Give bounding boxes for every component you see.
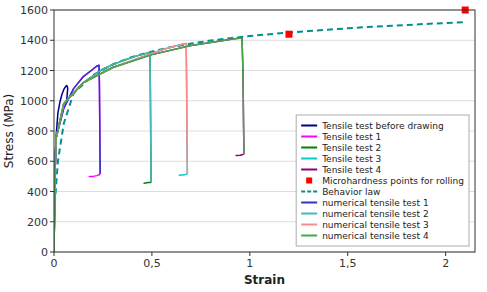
data-line	[54, 86, 68, 252]
tick-label: 600	[27, 155, 48, 168]
tick-label: 1,5	[339, 257, 357, 270]
legend-label: Tensile test before drawing	[321, 121, 443, 131]
data-line	[54, 65, 100, 252]
legend-item: Tensile test 3	[301, 154, 381, 164]
data-line	[54, 65, 100, 252]
tick-mark	[151, 252, 152, 256]
tick-mark	[50, 70, 54, 71]
legend-symbol	[301, 158, 317, 160]
legend-symbol	[301, 235, 317, 237]
data-line	[54, 38, 244, 252]
legend-label: numerical tensile test 1	[322, 198, 428, 208]
tick-mark	[445, 252, 446, 256]
legend-label: Tensile test 2	[321, 143, 381, 153]
legend-symbol	[301, 202, 317, 204]
tick-label: 1	[246, 257, 253, 270]
legend-symbol	[306, 178, 312, 184]
grid-line	[54, 100, 475, 101]
legend-symbol	[301, 147, 317, 149]
legend-symbol	[301, 191, 317, 193]
legend-item: Tensile test 1	[301, 132, 381, 142]
tick-mark	[50, 191, 54, 192]
legend-label: numerical tensile test 3	[322, 220, 428, 230]
plot-frame	[54, 10, 475, 252]
tick-mark	[50, 40, 54, 41]
legend-item: numerical tensile test 3	[301, 220, 428, 230]
data-line	[54, 44, 187, 252]
chart: 0 0,5 1 1,5 2 0 200 400 600 800 1000 1200 1400 1600 St…	[0, 0, 487, 292]
data-line	[54, 53, 151, 252]
tick-label: 1000	[20, 95, 48, 108]
grid-line	[54, 40, 475, 41]
data-line	[54, 38, 244, 252]
tick-mark	[50, 221, 54, 222]
data-point	[285, 31, 292, 38]
tick-label: 1200	[20, 65, 48, 78]
legend-item: Behavior law	[301, 187, 380, 197]
tick-label: 400	[27, 186, 48, 199]
axis-label: Strain	[244, 273, 285, 287]
legend-symbol	[301, 125, 317, 127]
tick-label: 0,5	[143, 257, 161, 270]
tick-label: 800	[27, 125, 48, 138]
tick-label: 2	[442, 257, 449, 270]
tick-label: 0	[41, 246, 48, 259]
data-line	[54, 44, 187, 252]
legend-item: Tensile test 4	[301, 165, 381, 175]
legend-item: Tensile test before drawing	[301, 121, 443, 131]
legend-item: numerical tensile test 1	[301, 198, 428, 208]
tick-mark	[50, 252, 54, 253]
tick-mark	[50, 10, 54, 11]
legend-frame	[296, 115, 469, 246]
axis-label: Stress (MPa)	[2, 94, 16, 168]
legend-item: Microhardness points for rolling	[306, 176, 464, 186]
legend-label: Microhardness points for rolling	[322, 176, 464, 186]
tick-mark	[54, 252, 55, 256]
legend-label: Tensile test 4	[321, 165, 381, 175]
tick-mark	[50, 100, 54, 101]
legend-symbol	[301, 136, 317, 138]
legend-label: Tensile test 1	[321, 132, 381, 142]
legend-label: Behavior law	[322, 187, 380, 197]
legend-item: numerical tensile test 4	[301, 231, 429, 241]
legend-label: Tensile test 3	[321, 154, 381, 164]
tick-label: 200	[27, 216, 48, 229]
legend-label: numerical tensile test 4	[322, 231, 429, 241]
legend-item: Tensile test 2	[301, 143, 381, 153]
legend: Tensile test before drawingTensile test …	[296, 115, 469, 246]
tick-label: 0	[51, 257, 58, 270]
tick-label: 1600	[20, 4, 48, 17]
grid	[54, 10, 475, 252]
tick-mark	[347, 252, 348, 256]
plot-points	[285, 7, 468, 38]
legend-symbol	[301, 224, 317, 226]
tick-mark	[50, 131, 54, 132]
legend-symbol	[301, 169, 317, 171]
legend-symbol	[301, 213, 317, 215]
data-line	[54, 53, 151, 252]
grid-line	[54, 70, 475, 71]
tick-mark	[249, 252, 250, 256]
tick-label: 1400	[20, 34, 48, 47]
legend-item: numerical tensile test 2	[301, 209, 428, 219]
tick-mark	[50, 161, 54, 162]
legend-label: numerical tensile test 2	[322, 209, 428, 219]
